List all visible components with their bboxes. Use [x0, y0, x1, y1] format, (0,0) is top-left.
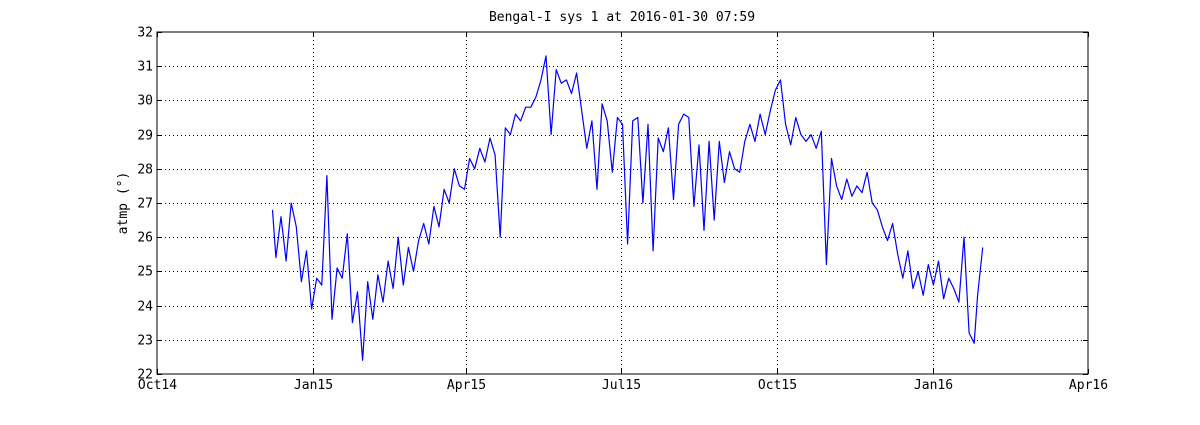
x-tick-label: Jan16: [914, 378, 953, 393]
y-tick-label: 22: [137, 368, 153, 383]
y-tick-label: 25: [137, 265, 153, 280]
x-tick-label: Jan15: [294, 378, 333, 393]
axis-ticks: [157, 32, 1089, 375]
series-line-atmp: [271, 55, 984, 361]
x-tick-label: Oct14: [138, 378, 177, 393]
series-layer: [271, 55, 984, 361]
y-tick-label: 30: [137, 94, 153, 109]
x-tick-label: Apr15: [447, 378, 486, 393]
chart-title: Bengal-I sys 1 at 2016-01-30 07:59: [489, 10, 755, 25]
tick-labels: Oct14 Jan15 Apr15 Jul15 Oct15 Jan16 Apr16 22 23 2…: [137, 26, 1108, 394]
grid-lines: [157, 32, 1088, 374]
y-tick-label: 27: [137, 197, 153, 212]
y-axis-label: atmp (°): [116, 172, 131, 235]
y-tick-label: 23: [137, 334, 153, 349]
y-tick-label: 24: [137, 300, 153, 315]
y-tick-label: 32: [137, 26, 153, 41]
y-tick-label: 26: [137, 231, 153, 246]
x-tick-label: Oct15: [758, 378, 797, 393]
x-tick-label: Jul15: [602, 378, 641, 393]
x-tick-label: Apr16: [1069, 378, 1108, 393]
y-tick-label: 28: [137, 163, 153, 178]
plot-area: [157, 32, 1088, 374]
y-tick-label: 29: [137, 129, 153, 144]
y-tick-label: 31: [137, 60, 153, 75]
